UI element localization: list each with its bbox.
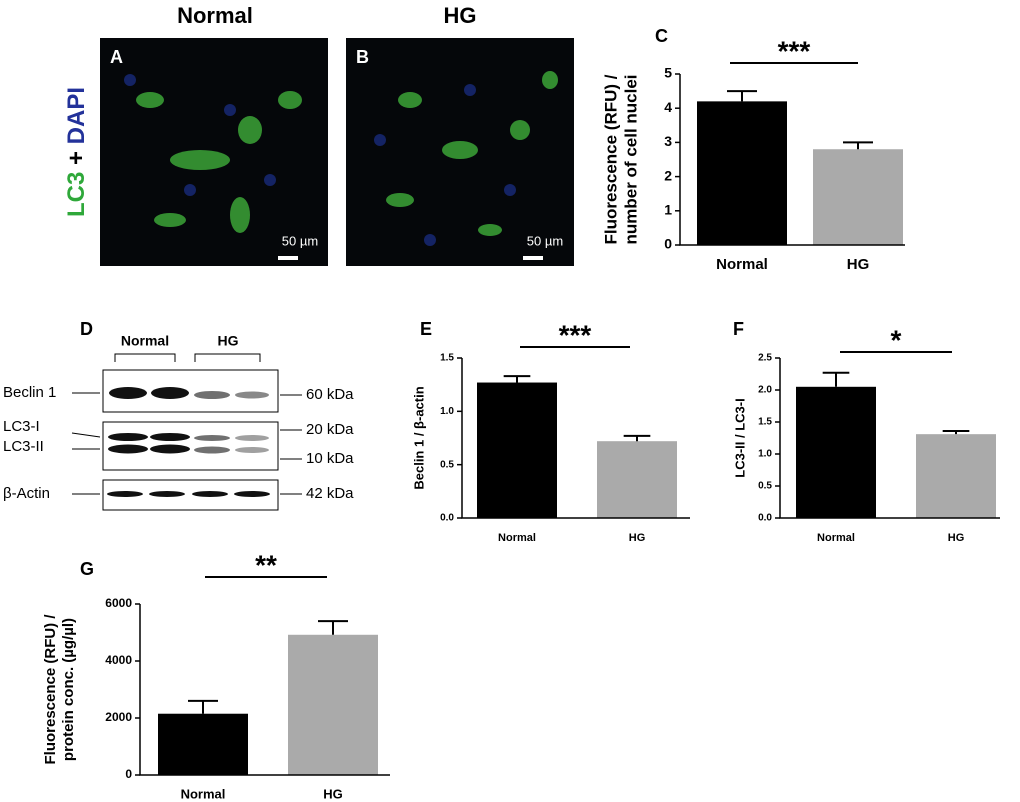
scale-label: 50 µm — [527, 233, 563, 248]
bar — [697, 101, 787, 245]
error-bar — [503, 375, 531, 383]
y-tick-label: 1.0 — [440, 406, 454, 417]
panel-label: F — [733, 319, 744, 339]
y-tick-label: 1 — [664, 202, 672, 218]
y-axis-label: number of cell nuclei — [621, 74, 640, 244]
scale-bar — [278, 256, 298, 260]
y-tick-label: 4 — [664, 99, 672, 115]
band-label: β-Actin — [3, 485, 50, 502]
y-tick-label: 5 — [664, 65, 672, 81]
y-axis-label: protein conc. (µg/µl) — [60, 618, 77, 761]
group-label: Normal — [121, 333, 169, 349]
error-bar — [942, 429, 970, 435]
x-tick-label: Normal — [498, 532, 536, 544]
y-tick-label: 2000 — [105, 710, 132, 724]
axes — [779, 358, 1000, 519]
y-axis-label: Beclin 1 / β-actin — [411, 386, 426, 489]
bar — [288, 634, 378, 775]
y-tick-label: 6000 — [105, 596, 132, 610]
panel-label: E — [420, 319, 432, 339]
error-bar — [822, 371, 850, 387]
scale-label: 50 µm — [282, 233, 318, 248]
panel-label: G — [80, 559, 94, 579]
significance: * — [891, 324, 902, 355]
panel-label: B — [356, 47, 369, 67]
group-bracket — [114, 353, 261, 362]
y-tick-label: 0.5 — [758, 481, 772, 492]
y-tick-label: 4000 — [105, 653, 132, 667]
blot-bands — [107, 387, 270, 497]
panel-label: A — [110, 47, 123, 67]
bar — [813, 149, 903, 245]
x-tick-label: HG — [847, 256, 870, 273]
group-label: HG — [218, 333, 239, 349]
x-tick-label: HG — [323, 786, 343, 801]
x-tick-label: Normal — [716, 256, 768, 273]
marker-label: 10 kDa — [306, 450, 354, 467]
y-tick-label: 0 — [125, 767, 132, 781]
arrows — [71, 392, 302, 495]
row-label: LC3 + DAPI — [63, 87, 90, 217]
y-tick-label: 2 — [664, 167, 672, 183]
band-label: Beclin 1 — [3, 384, 56, 401]
bar — [796, 386, 876, 518]
error-bar — [623, 434, 651, 442]
y-axis-label: Fluorescence (RFU) / — [42, 614, 59, 765]
axes — [679, 74, 905, 246]
error-bar — [188, 699, 218, 714]
x-tick-label: Normal — [181, 786, 226, 801]
bar — [916, 434, 996, 518]
y-axis-label: LC3-II / LC3-I — [732, 398, 747, 477]
cell-signal — [136, 71, 558, 236]
y-tick-label: 0.0 — [758, 513, 772, 524]
bar — [158, 713, 248, 775]
axes — [461, 358, 690, 519]
x-tick-label: Normal — [817, 532, 855, 544]
column-title: Normal — [177, 3, 253, 28]
error-bar — [727, 90, 757, 102]
x-tick-label: HG — [629, 532, 646, 544]
y-tick-label: 1.5 — [758, 417, 772, 428]
y-tick-label: 0.0 — [440, 513, 454, 524]
y-tick-label: 0 — [664, 236, 672, 252]
panel-label: C — [655, 26, 668, 46]
y-tick-label: 2.0 — [758, 385, 772, 396]
significance: *** — [778, 35, 811, 66]
y-tick-label: 1.0 — [758, 449, 772, 460]
scale-bar — [523, 256, 543, 260]
bar — [477, 382, 557, 518]
marker-label: 60 kDa — [306, 386, 354, 403]
error-bar — [318, 620, 348, 635]
band-label: LC3-II — [3, 438, 44, 455]
significance: *** — [559, 319, 592, 350]
y-tick-label: 2.5 — [758, 353, 772, 364]
y-tick-label: 3 — [664, 133, 672, 149]
y-tick-label: 1.5 — [440, 353, 454, 364]
column-title: HG — [444, 3, 477, 28]
band-label: LC3-I — [3, 418, 40, 435]
nuclei — [124, 74, 516, 246]
y-tick-label: 0.5 — [440, 459, 454, 470]
x-tick-label: HG — [948, 532, 965, 544]
marker-label: 20 kDa — [306, 421, 354, 438]
bar — [597, 441, 677, 518]
panel-label: D — [80, 319, 93, 339]
y-axis-label: Fluorescence (RFU) / — [601, 74, 620, 244]
error-bar — [843, 141, 873, 150]
significance: ** — [255, 549, 277, 580]
marker-label: 42 kDa — [306, 485, 354, 502]
axes — [139, 604, 390, 776]
